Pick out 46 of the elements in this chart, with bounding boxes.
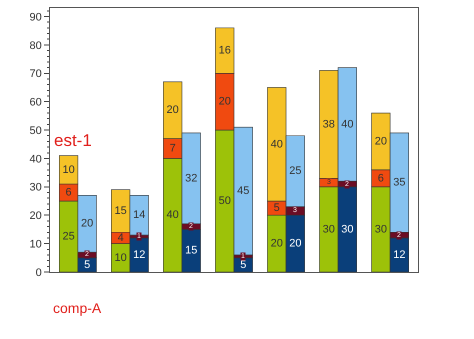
data-label: 6: [66, 186, 72, 199]
y-tick-label: 0: [36, 266, 42, 279]
data-label: 5: [240, 258, 246, 271]
data-label: 32: [185, 172, 198, 184]
data-label: 4: [118, 232, 124, 244]
data-label: 7: [170, 142, 176, 155]
data-label: 10: [62, 164, 75, 176]
annotation: est-1: [54, 131, 92, 150]
data-label: 50: [218, 195, 231, 208]
data-label: 30: [341, 223, 354, 236]
data-label: 15: [114, 204, 127, 217]
data-label: 20: [218, 96, 231, 108]
y-tick-label: 90: [30, 11, 42, 24]
data-label: 45: [237, 185, 250, 198]
y-tick-label: 60: [30, 96, 42, 109]
data-label: 40: [166, 209, 179, 222]
data-label: 20: [289, 238, 302, 250]
data-label: 30: [374, 223, 387, 236]
data-label: 40: [270, 138, 283, 150]
data-label: 20: [166, 104, 179, 116]
data-label: 16: [218, 44, 231, 57]
data-label: 12: [133, 248, 146, 261]
data-label: 25: [62, 230, 75, 243]
data-label: 5: [274, 202, 280, 214]
data-label: 14: [133, 209, 146, 222]
data-label: 10: [114, 252, 127, 264]
data-label: 40: [341, 118, 354, 130]
y-tick-label: 20: [30, 210, 42, 222]
data-label: 12: [393, 248, 406, 261]
data-label: 35: [393, 176, 406, 189]
data-label: 20: [270, 238, 283, 250]
data-label: 25: [289, 165, 302, 178]
data-label: 38: [322, 118, 335, 130]
y-tick-label: 50: [30, 124, 42, 137]
y-tick-label: 30: [30, 182, 42, 194]
y-tick-label: 70: [30, 68, 42, 80]
y-tick-label: 80: [30, 40, 42, 52]
data-label: 6: [378, 172, 384, 184]
data-label: 20: [374, 135, 387, 148]
data-label: 30: [322, 223, 335, 236]
y-tick-label: 10: [30, 238, 42, 250]
data-label: 5: [84, 258, 90, 271]
y-tick-label: 40: [30, 153, 42, 166]
data-label: 20: [81, 218, 94, 230]
data-label: 15: [185, 244, 198, 257]
text: comp-A: [53, 300, 102, 316]
